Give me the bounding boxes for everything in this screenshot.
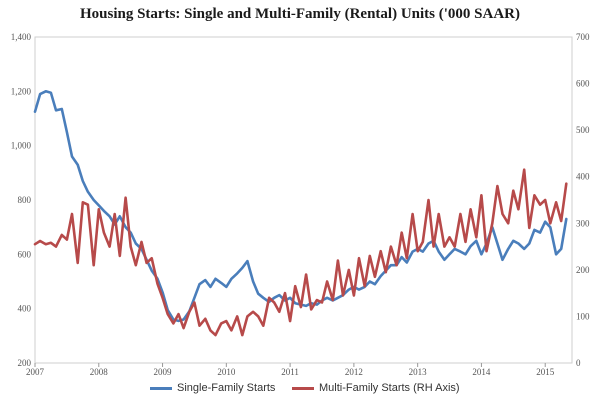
legend-label-single-family: Single-Family Starts bbox=[177, 382, 276, 394]
x-axis-ticks: 2007 2008 2009 2010 2011 2012 2013 2014 2015 bbox=[26, 363, 555, 377]
x-tick-label: 2012 bbox=[345, 367, 363, 377]
x-tick-label: 2010 bbox=[217, 367, 236, 377]
x-tick-label: 2011 bbox=[281, 367, 299, 377]
left-tick-label: 1,000 bbox=[11, 141, 32, 151]
right-tick-label: 100 bbox=[576, 311, 590, 321]
chart-title: Housing Starts: Single and Multi-Family … bbox=[79, 6, 521, 22]
legend-label-multi-family: Multi-Family Starts (RH Axis) bbox=[319, 382, 460, 394]
x-tick-label: 2009 bbox=[154, 367, 173, 377]
left-tick-label: 1,200 bbox=[11, 86, 32, 96]
legend-item-single-family: Single-Family Starts bbox=[150, 382, 275, 394]
legend: Single-Family Starts Multi-Family Starts… bbox=[0, 380, 600, 400]
legend-swatch-single-family bbox=[150, 386, 172, 390]
left-tick-label: 800 bbox=[18, 195, 32, 205]
x-tick-label: 2013 bbox=[409, 367, 428, 377]
right-tick-label: 0 bbox=[576, 358, 581, 368]
legend-swatch-multi-family bbox=[292, 386, 314, 390]
right-tick-label: 700 bbox=[576, 32, 590, 42]
right-tick-label: 300 bbox=[576, 218, 590, 228]
x-tick-label: 2008 bbox=[90, 367, 109, 377]
legend-item-multi-family: Multi-Family Starts (RH Axis) bbox=[292, 382, 460, 394]
series-lines bbox=[33, 90, 568, 337]
left-tick-label: 600 bbox=[18, 249, 32, 259]
plot-frame bbox=[34, 36, 573, 364]
right-axis-ticks: 0 100 200 300 400 500 600 700 bbox=[576, 32, 590, 368]
left-tick-label: 200 bbox=[18, 358, 32, 368]
series-line-single-family bbox=[33, 90, 568, 323]
left-tick-label: 400 bbox=[18, 304, 32, 314]
left-axis-ticks: 200 400 600 800 1,000 1,200 1,400 bbox=[11, 32, 32, 368]
series-line-multi-family bbox=[33, 168, 568, 337]
left-tick-label: 1,400 bbox=[11, 32, 32, 42]
right-tick-label: 200 bbox=[576, 265, 590, 275]
right-tick-label: 500 bbox=[576, 125, 590, 135]
right-tick-label: 400 bbox=[576, 172, 590, 182]
right-tick-label: 600 bbox=[576, 79, 590, 89]
x-tick-label: 2015 bbox=[536, 367, 555, 377]
x-tick-label: 2014 bbox=[472, 367, 491, 377]
x-tick-label: 2007 bbox=[26, 367, 45, 377]
